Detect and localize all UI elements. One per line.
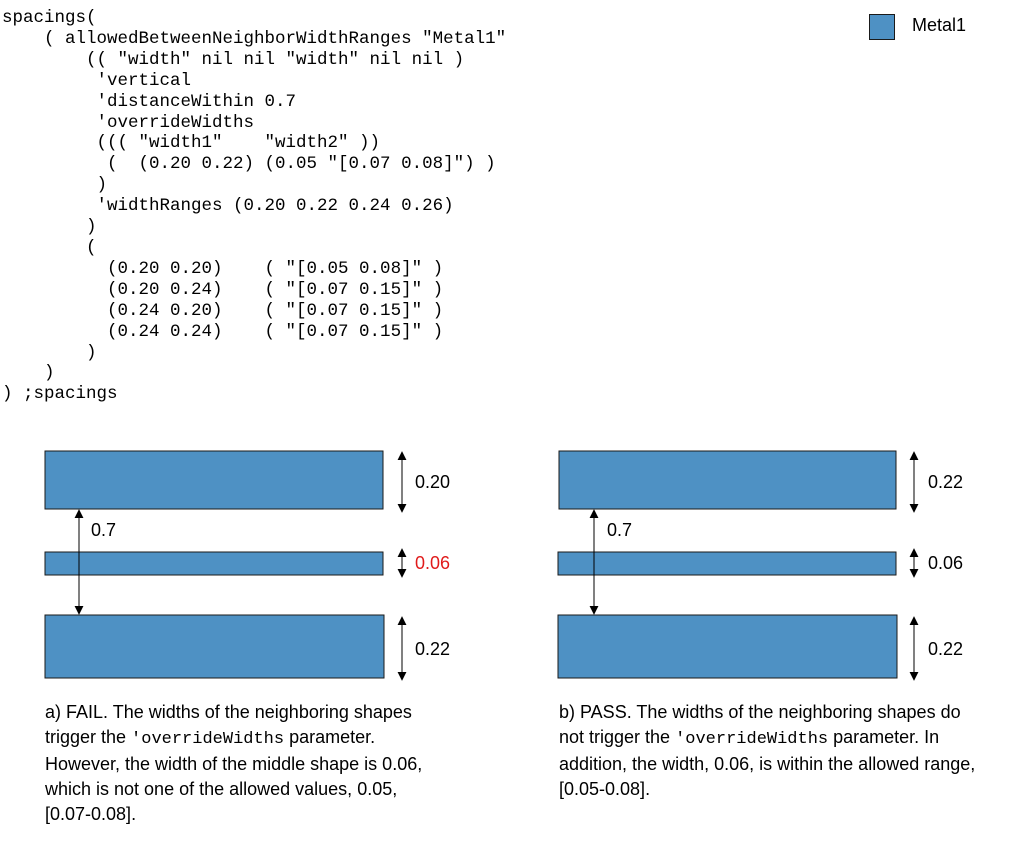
code-line: ( allowedBetweenNeighborWidthRanges "Met… xyxy=(2,28,507,49)
caption-a: a) FAIL. The widths of the neighboring s… xyxy=(45,700,445,827)
top-shape xyxy=(558,450,897,510)
caption-text: a) FAIL. The widths of the neighboring s… xyxy=(45,702,412,747)
code-line: spacings( xyxy=(2,8,97,28)
code-line: 'overrideWidths xyxy=(2,112,255,133)
code-line: (0.20 0.24) ( "[0.07 0.15]" ) xyxy=(2,279,444,300)
code-line: ) xyxy=(2,342,97,363)
top-width-label: 0.20 xyxy=(415,472,450,492)
bottom-width-label: 0.22 xyxy=(415,639,450,659)
code-line: ) ;spacings xyxy=(2,384,118,405)
caption-text: parameter. However, the width of the mid… xyxy=(45,727,423,824)
distance-label: 0.7 xyxy=(91,520,116,540)
middle-shape xyxy=(44,551,384,576)
bottom-width-label: 0.22 xyxy=(928,639,963,659)
caption-code: 'overrideWidths xyxy=(675,730,829,749)
caption-text: b) PASS. The widths of the neighboring s… xyxy=(559,702,961,747)
code-line: ( xyxy=(2,237,97,258)
code-line: 'vertical xyxy=(2,70,192,91)
bottom-shape xyxy=(557,614,898,679)
legend-swatch-metal1 xyxy=(869,14,895,40)
top-shape xyxy=(44,450,384,510)
panel-b-pass: 0.7 0.22 0.06 0.22 xyxy=(557,450,963,681)
top-width-label: 0.22 xyxy=(928,472,963,492)
code-line: ((( "width1" "width2" )) xyxy=(2,133,381,154)
caption-b: b) PASS. The widths of the neighboring s… xyxy=(559,700,979,802)
bottom-shape xyxy=(44,614,385,679)
code-line: 'widthRanges (0.20 0.22 0.24 0.26) xyxy=(2,196,454,217)
middle-width-label-fail: 0.06 xyxy=(415,553,450,573)
code-line: ) xyxy=(2,217,97,238)
middle-width-label: 0.06 xyxy=(928,553,963,573)
code-line: ( (0.20 0.22) (0.05 "[0.07 0.08]") ) xyxy=(2,154,496,175)
caption-code: 'overrideWidths xyxy=(131,730,285,749)
caption-text: parameter. In addition, the width, 0.06,… xyxy=(559,727,976,799)
code-line: (0.24 0.24) ( "[0.07 0.15]" ) xyxy=(2,321,444,342)
code-line: ) xyxy=(2,363,55,384)
middle-shape xyxy=(557,551,897,576)
panel-a-fail: 0.7 0.20 0.06 0.22 xyxy=(44,450,450,681)
code-line: (0.24 0.20) ( "[0.07 0.15]" ) xyxy=(2,300,444,321)
code-line: ) xyxy=(2,175,108,196)
code-line: (0.20 0.20) ( "[0.05 0.08]" ) xyxy=(2,258,444,279)
distance-label: 0.7 xyxy=(607,520,632,540)
code-line: 'distanceWithin 0.7 xyxy=(2,91,297,112)
code-line: (( "width" nil nil "width" nil nil ) xyxy=(2,49,465,70)
legend-label: Metal1 xyxy=(912,15,967,35)
spacings-code-block: spacings( ( allowedBetweenNeighborWidthR… xyxy=(2,8,506,405)
